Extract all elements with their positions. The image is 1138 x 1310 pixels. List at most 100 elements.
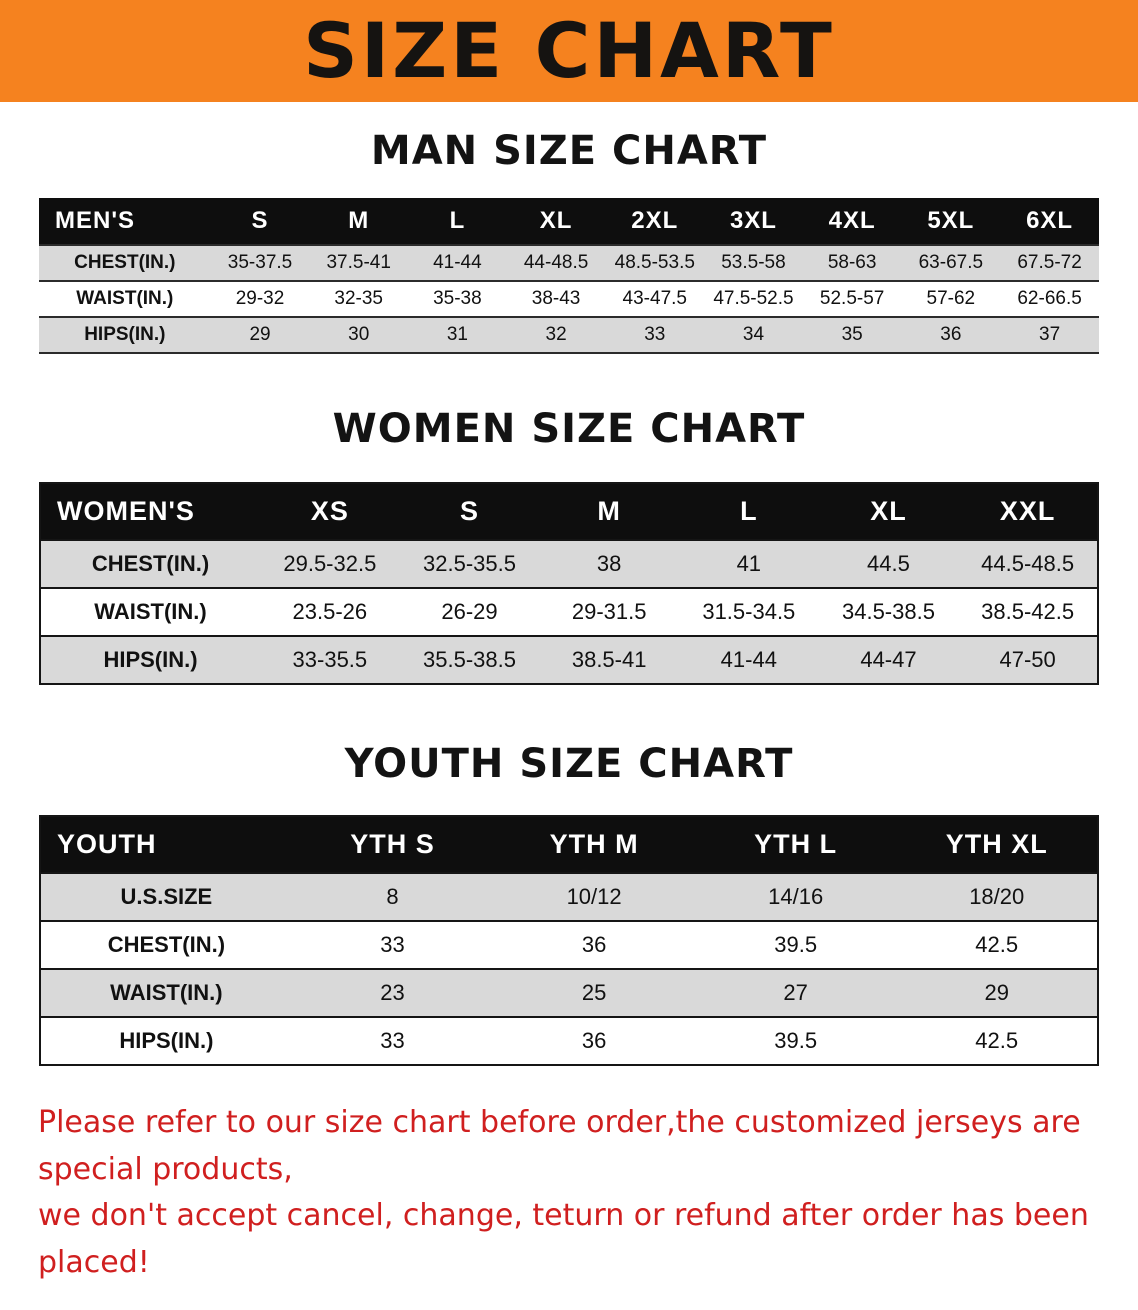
column-header: 4XL (802, 198, 902, 245)
column-header: M (309, 198, 409, 245)
table-cell: 36 (581, 1028, 607, 1053)
column-header: YTH XL (896, 816, 1098, 873)
table-cell: 62-66.5 (1017, 288, 1082, 309)
table-title-cell: WOMEN'S (40, 483, 261, 540)
table-cell: 41 (736, 551, 762, 576)
table-cell: 37.5-41 (326, 252, 391, 273)
youth-size-table: YOUTH YTH S YTH M YTH L YTH XL U.S.SIZE 8 10/1… (39, 815, 1099, 1066)
table-row: HIPS(IN.) 29 30 31 32 33 34 35 36 37 (39, 317, 1099, 353)
youth-size-heading: YOUTH SIZE CHART (344, 741, 794, 787)
table-cell: 38-43 (531, 288, 581, 309)
column-header: XS (260, 483, 400, 540)
column-header: S (399, 483, 540, 540)
table-cell: 32.5-35.5 (423, 551, 516, 576)
column-header: YTH L (694, 816, 897, 873)
table-cell: 44-48.5 (523, 252, 589, 273)
column-header: 6XL (1000, 198, 1099, 245)
man-size-heading: MAN SIZE CHART (370, 128, 768, 174)
table-cell: 57-62 (926, 288, 976, 309)
table-cell: 47-50 (999, 647, 1056, 672)
table-cell: 29-31.5 (571, 599, 647, 624)
column-header: XL (818, 483, 959, 540)
header-row: YOUTH YTH S YTH M YTH L YTH XL (40, 816, 1098, 873)
table-row: U.S.SIZE 8 10/12 14/16 18/20 (40, 873, 1098, 921)
banner: SIZE CHART (0, 0, 1138, 102)
table-cell: 44-47 (860, 647, 917, 672)
row-label: HIPS(IN.) (119, 1028, 214, 1053)
table-cell: 63-67.5 (918, 252, 984, 273)
table-cell: 43-47.5 (622, 288, 687, 309)
column-header: 2XL (605, 198, 705, 245)
women-size-section: WOMEN SIZE CHART WOMEN'S XS S M L XL XXL CHEST… (0, 406, 1138, 685)
table-row: CHEST(IN.) 33 36 39.5 42.5 (40, 921, 1098, 969)
table-cell: 27 (783, 980, 808, 1005)
table-cell: 38.5-42.5 (981, 599, 1075, 624)
table-cell: 29 (249, 324, 271, 345)
table-row: WAIST(IN.) 23 25 27 29 (40, 969, 1098, 1017)
column-header: YTH S (291, 816, 494, 873)
table-cell: 67.5-72 (1017, 252, 1082, 273)
table-row: WAIST(IN.) 23.5-26 26-29 29-31.5 31.5-34.5 34… (40, 588, 1098, 636)
table-row: WAIST(IN.) 29-32 32-35 35-38 38-43 43-47.5 47.… (39, 281, 1099, 317)
disclaimer-line-2: we don't accept cancel, change, teturn o… (38, 1198, 1089, 1280)
table-cell: 38 (596, 551, 622, 576)
table-cell: 34.5-38.5 (841, 599, 935, 624)
table-cell: 52.5-57 (819, 288, 885, 309)
table-cell: 35-37.5 (227, 252, 293, 273)
table-cell: 29-32 (235, 288, 285, 309)
table-cell: 48.5-53.5 (614, 252, 695, 273)
table-cell: 39.5 (774, 1028, 818, 1053)
table-title-cell: MEN'S (39, 198, 211, 245)
page-title: SIZE CHART (303, 6, 835, 95)
column-header: YTH M (493, 816, 695, 873)
women-size-table: WOMEN'S XS S M L XL XXL CHEST(IN.) 29.5-32.5 32.… (39, 482, 1099, 685)
table-cell: 35 (841, 324, 863, 345)
table-cell: 36 (940, 324, 962, 345)
table-cell: 10/12 (566, 884, 622, 909)
table-cell: 33 (380, 932, 405, 957)
column-header: 3XL (704, 198, 803, 245)
row-label: WAIST(IN.) (110, 980, 223, 1005)
row-label: HIPS(IN.) (103, 647, 198, 672)
table-cell: 44.5 (867, 551, 910, 576)
table-cell: 37 (1039, 324, 1061, 345)
men-size-table: MEN'S S M L XL 2XL 3XL 4XL 5XL 6XL CHEST(IN.) 35-3… (39, 198, 1099, 354)
table-cell: 36 (581, 932, 607, 957)
table-cell: 8 (386, 884, 399, 909)
table-cell: 32 (545, 324, 567, 345)
table-cell: 26-29 (441, 599, 498, 624)
disclaimer-line-1: Please refer to our size chart before or… (38, 1105, 1081, 1187)
table-cell: 31 (446, 324, 468, 345)
header-row: WOMEN'S XS S M L XL XXL (40, 483, 1098, 540)
table-cell: 33-35.5 (292, 647, 368, 672)
table-cell: 35-38 (433, 288, 482, 309)
table-cell: 53.5-58 (721, 252, 786, 273)
table-cell: 58-63 (827, 252, 877, 273)
table-row: CHEST(IN.) 29.5-32.5 32.5-35.5 38 41 44.5 44.5… (40, 540, 1098, 588)
table-cell: 30 (348, 324, 370, 345)
table-cell: 42.5 (975, 1028, 1019, 1053)
table-row: CHEST(IN.) 35-37.5 37.5-41 41-44 44-48.5 48.5… (39, 245, 1099, 281)
table-cell: 29 (984, 980, 1009, 1005)
table-cell: 23 (380, 980, 405, 1005)
table-cell: 25 (581, 980, 607, 1005)
table-cell: 18/20 (969, 884, 1025, 909)
table-cell: 41-44 (720, 647, 777, 672)
column-header: L (408, 198, 507, 245)
table-cell: 33 (644, 324, 666, 345)
table-row: HIPS(IN.) 33 36 39.5 42.5 (40, 1017, 1098, 1065)
table-cell: 39.5 (774, 932, 818, 957)
column-header: XL (506, 198, 606, 245)
column-header: 5XL (901, 198, 1001, 245)
table-cell: 42.5 (975, 932, 1019, 957)
row-label: WAIST(IN.) (76, 288, 174, 309)
table-cell: 29.5-32.5 (283, 551, 377, 576)
column-header: M (539, 483, 679, 540)
table-cell: 44.5-48.5 (981, 551, 1075, 576)
row-label: CHEST(IN.) (91, 551, 210, 576)
women-size-heading: WOMEN SIZE CHART (332, 406, 806, 452)
table-cell: 47.5-52.5 (713, 288, 794, 309)
table-cell: 14/16 (768, 884, 824, 909)
column-header: S (210, 198, 310, 245)
